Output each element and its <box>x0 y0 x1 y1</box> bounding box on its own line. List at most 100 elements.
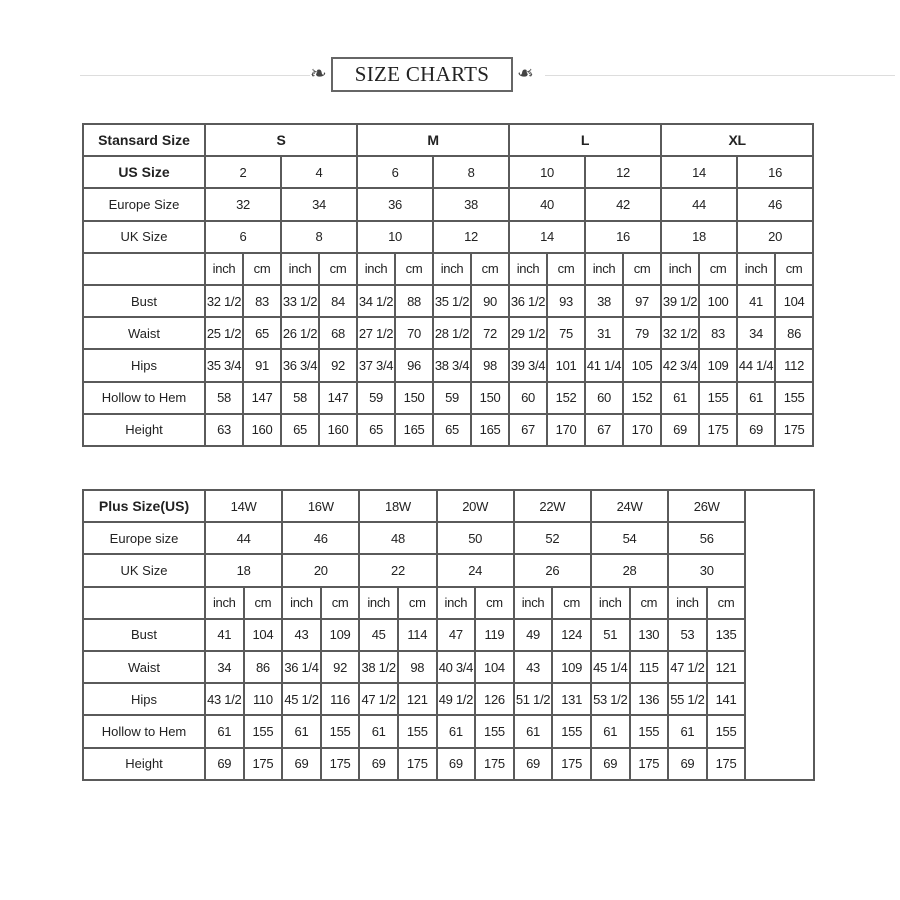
measurement-value: 32 1/2 <box>204 283 244 319</box>
measurement-value: 61 <box>589 714 631 749</box>
uk-size: 12 <box>432 219 511 254</box>
plus-size: 20W <box>435 488 515 524</box>
uk-size: 26 <box>512 553 592 588</box>
uk-size-label: UK Size <box>82 219 206 254</box>
units-row-label <box>82 251 206 286</box>
measurement-value: 91 <box>242 348 282 383</box>
measurement-value: 58 <box>280 380 320 415</box>
measurement-value: 135 <box>705 617 747 652</box>
measurement-value: 116 <box>319 682 361 717</box>
us-size: 12 <box>584 155 663 190</box>
measurement-value: 69 <box>512 746 554 781</box>
europe-size: 46 <box>281 521 361 556</box>
measurement-value: 49 1/2 <box>435 682 477 717</box>
measurement-value: 61 <box>667 714 708 749</box>
measurement-value: 104 <box>474 649 515 685</box>
measurement-value: 67 <box>508 412 549 447</box>
measurement-value: 61 <box>512 714 554 749</box>
measurement-value: 41 <box>204 617 245 652</box>
measurement-value: 175 <box>242 746 284 781</box>
plus-size: 16W <box>281 488 361 524</box>
us-size: 16 <box>736 155 815 190</box>
uk-size: 24 <box>435 553 515 588</box>
measurement-value: 70 <box>394 316 435 351</box>
plus-size: 18W <box>358 488 438 524</box>
measurement-value: 36 1/2 <box>508 283 549 319</box>
measurement-value: 69 <box>435 746 477 781</box>
measurement-value: 86 <box>774 316 815 351</box>
measurement-value: 53 <box>667 617 708 652</box>
header-rule-right <box>545 75 895 76</box>
measurement-value: 131 <box>551 682 592 717</box>
unit-cm: cm <box>698 251 739 286</box>
measurement-value: 69 <box>736 412 777 447</box>
measurement-value: 84 <box>317 283 359 319</box>
unit-cm: cm <box>628 585 670 620</box>
measurement-value: 152 <box>546 380 587 415</box>
us-size: 14 <box>660 155 739 190</box>
table-row: Plus Size(US) 14W 16W 18W 20W 22W 24W 26W <box>82 488 816 781</box>
measurement-value: 69 <box>358 746 399 781</box>
measurement-value: 35 3/4 <box>204 348 244 383</box>
measurement-value: 45 1/4 <box>589 649 631 685</box>
measurement-value: 37 3/4 <box>356 348 397 383</box>
europe-size: 54 <box>589 521 670 556</box>
measurement-label: Hollow to Hem <box>82 714 206 749</box>
europe-size: 38 <box>432 187 511 222</box>
measurement-value: 165 <box>470 412 511 447</box>
measurement-value: 69 <box>204 746 245 781</box>
measurement-value: 42 3/4 <box>660 348 701 383</box>
unit-cm: cm <box>470 251 511 286</box>
measurement-value: 155 <box>698 380 739 415</box>
measurement-value: 136 <box>628 682 670 717</box>
measurement-value: 36 1/4 <box>281 649 322 685</box>
unit-cm: cm <box>319 585 361 620</box>
measurement-value: 60 <box>584 380 625 415</box>
unit-inch: inch <box>660 251 701 286</box>
measurement-value: 79 <box>622 316 663 351</box>
measurement-value: 155 <box>551 714 592 749</box>
uk-size: 28 <box>589 553 670 588</box>
uk-size: 20 <box>281 553 361 588</box>
plus-size-table: Plus Size(US) 14W 16W 18W 20W 22W 24W 26W Europe… <box>82 488 816 781</box>
unit-cm: cm <box>317 251 359 286</box>
measurement-value: 27 1/2 <box>356 316 397 351</box>
size-header-label: Plus Size(US) <box>82 488 206 524</box>
measurement-value: 38 <box>584 283 625 319</box>
us-size: 8 <box>432 155 511 190</box>
measurement-value: 155 <box>705 714 747 749</box>
plus-size: 14W <box>203 488 284 524</box>
unit-inch: inch <box>432 251 473 286</box>
table-row: inch cm inch cm inch cm inch cm inch cm inch cm inch… <box>82 251 815 286</box>
measurement-value: 61 <box>660 380 701 415</box>
measurement-value: 175 <box>705 746 747 781</box>
unit-inch: inch <box>508 251 549 286</box>
measurement-value: 147 <box>317 380 359 415</box>
measurement-value: 65 <box>242 316 282 351</box>
measurement-value: 61 <box>281 714 322 749</box>
measurement-label: Height <box>82 412 206 447</box>
measurement-value: 104 <box>774 283 815 319</box>
measurement-value: 47 <box>435 617 477 652</box>
measurement-value: 40 3/4 <box>435 649 477 685</box>
measurement-value: 121 <box>705 649 747 685</box>
measurement-value: 86 <box>242 649 284 685</box>
table-row: Height 63 160 65 160 65 165 65 165 67 170 67 170 69 17… <box>82 412 815 447</box>
uk-size: 14 <box>508 219 587 254</box>
measurement-value: 41 1/4 <box>584 348 625 383</box>
measurement-value: 115 <box>628 649 670 685</box>
measurement-value: 75 <box>546 316 587 351</box>
measurement-value: 34 1/2 <box>356 283 397 319</box>
measurement-value: 61 <box>358 714 399 749</box>
measurement-value: 175 <box>474 746 515 781</box>
measurement-value: 25 1/2 <box>204 316 244 351</box>
unit-cm: cm <box>622 251 663 286</box>
us-size: 10 <box>508 155 587 190</box>
measurement-value: 45 1/2 <box>281 682 322 717</box>
measurement-label: Bust <box>82 617 206 652</box>
measurement-value: 61 <box>204 714 245 749</box>
page-title: SIZE CHARTS <box>331 57 513 92</box>
measurement-value: 155 <box>396 714 438 749</box>
measurement-value: 49 <box>512 617 554 652</box>
europe-size: 36 <box>356 187 435 222</box>
